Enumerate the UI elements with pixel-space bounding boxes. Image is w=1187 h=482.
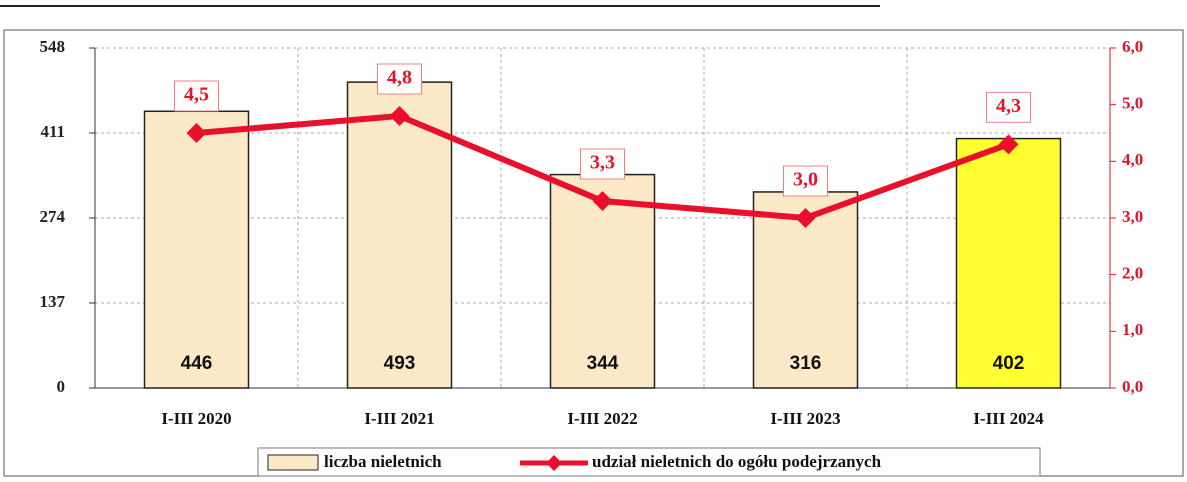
bar-value-label: 344	[587, 353, 619, 374]
line-value-label: 3,3	[590, 152, 615, 174]
line-marker	[998, 134, 1019, 155]
bar-value-label: 493	[384, 353, 416, 374]
y2-tick-label: 1,0	[1122, 320, 1143, 339]
value-label-box	[783, 165, 828, 197]
y2-tick-label: 4,0	[1122, 150, 1143, 169]
value-label-box	[174, 80, 219, 112]
y-tick-label: 0	[57, 377, 66, 396]
y2-tick-label: 3,0	[1122, 207, 1143, 226]
line-value-label: 4,5	[184, 84, 209, 106]
legend-box	[257, 447, 1041, 477]
x-tick-label: I-III 2024	[973, 409, 1044, 428]
y2-tick-label: 6,0	[1122, 37, 1143, 56]
y-tick-label: 274	[40, 207, 66, 226]
line-value-label: 4,8	[387, 67, 412, 89]
y2-tick-label: 2,0	[1122, 264, 1143, 283]
legend-marker	[546, 455, 562, 471]
line-marker	[592, 191, 613, 211]
x-tick-label: I-III 2023	[770, 409, 840, 428]
legend-label: udział nieletnich do ogółu podejrzanych	[592, 452, 882, 471]
y2-tick-label: 0,0	[1122, 377, 1143, 396]
line-marker	[795, 208, 816, 228]
y2-tick-label: 5,0	[1122, 94, 1143, 113]
bar-value-label: 446	[181, 353, 213, 374]
line-value-label: 4,3	[996, 95, 1021, 117]
value-label-box	[580, 148, 625, 180]
x-tick-label: I-III 2020	[161, 409, 231, 428]
bar	[955, 137, 1062, 389]
bar	[143, 110, 250, 389]
line-marker	[186, 123, 207, 143]
legend-swatch	[267, 454, 319, 471]
x-tick-label: I-III 2021	[364, 409, 434, 428]
value-label-box	[377, 63, 422, 95]
line-value-label: 3,0	[793, 169, 818, 191]
x-tick-label: I-III 2022	[567, 409, 637, 428]
bar-value-label: 402	[993, 353, 1025, 374]
bar-value-label: 316	[790, 353, 822, 374]
y-tick-label: 411	[40, 122, 65, 141]
value-label-box	[986, 91, 1031, 123]
line-marker	[389, 106, 410, 126]
y-tick-label: 548	[40, 37, 66, 56]
y-tick-label: 137	[40, 292, 66, 311]
legend-label: liczba nieletnich	[324, 452, 442, 471]
